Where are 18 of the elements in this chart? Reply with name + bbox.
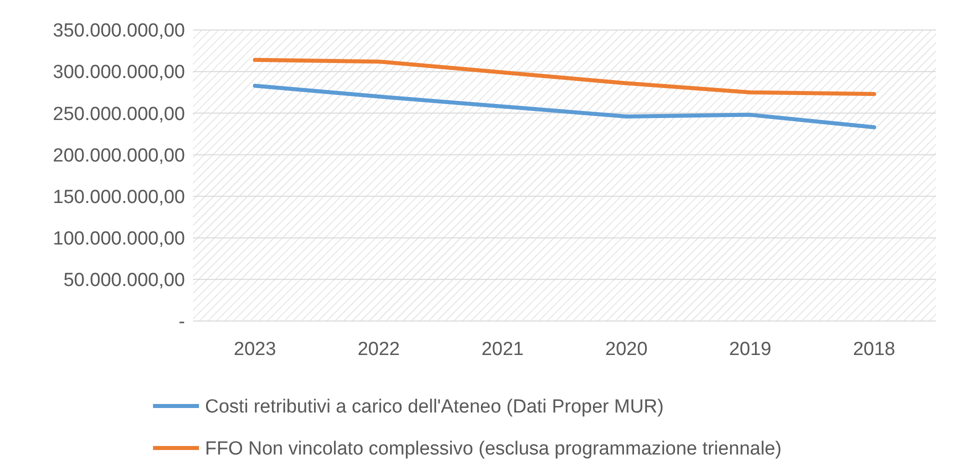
- y-tick-label: 300.000.000,00: [52, 62, 185, 84]
- legend-label: Costi retributivi a carico dell'Ateneo (Dati Proper MUR): [205, 396, 664, 418]
- legend-label: FFO Non vincolato complessivo (esclusa programmazione triennale): [205, 438, 782, 459]
- y-tick-label: 100.000.000,00: [52, 228, 185, 250]
- y-tick-label: 150.000.000,00: [52, 186, 185, 208]
- y-tick-label: 250.000.000,00: [52, 104, 185, 125]
- x-tick-label: 2020: [605, 339, 648, 360]
- x-tick-label: 2023: [234, 339, 276, 360]
- y-tick-label: 50.000.000,00: [63, 270, 185, 292]
- line-series: [252, 58, 876, 96]
- y-tick-label: 350.000.000,00: [52, 20, 185, 42]
- x-tick-label: 2021: [481, 339, 524, 360]
- x-tick-label: 2018: [852, 339, 896, 360]
- y-tick-label: -: [178, 312, 185, 333]
- x-tick-label: 2022: [358, 339, 400, 360]
- y-tick-label: 200.000.000,00: [52, 145, 185, 166]
- x-tick-label: 2019: [729, 339, 772, 360]
- line-series: [252, 84, 876, 130]
